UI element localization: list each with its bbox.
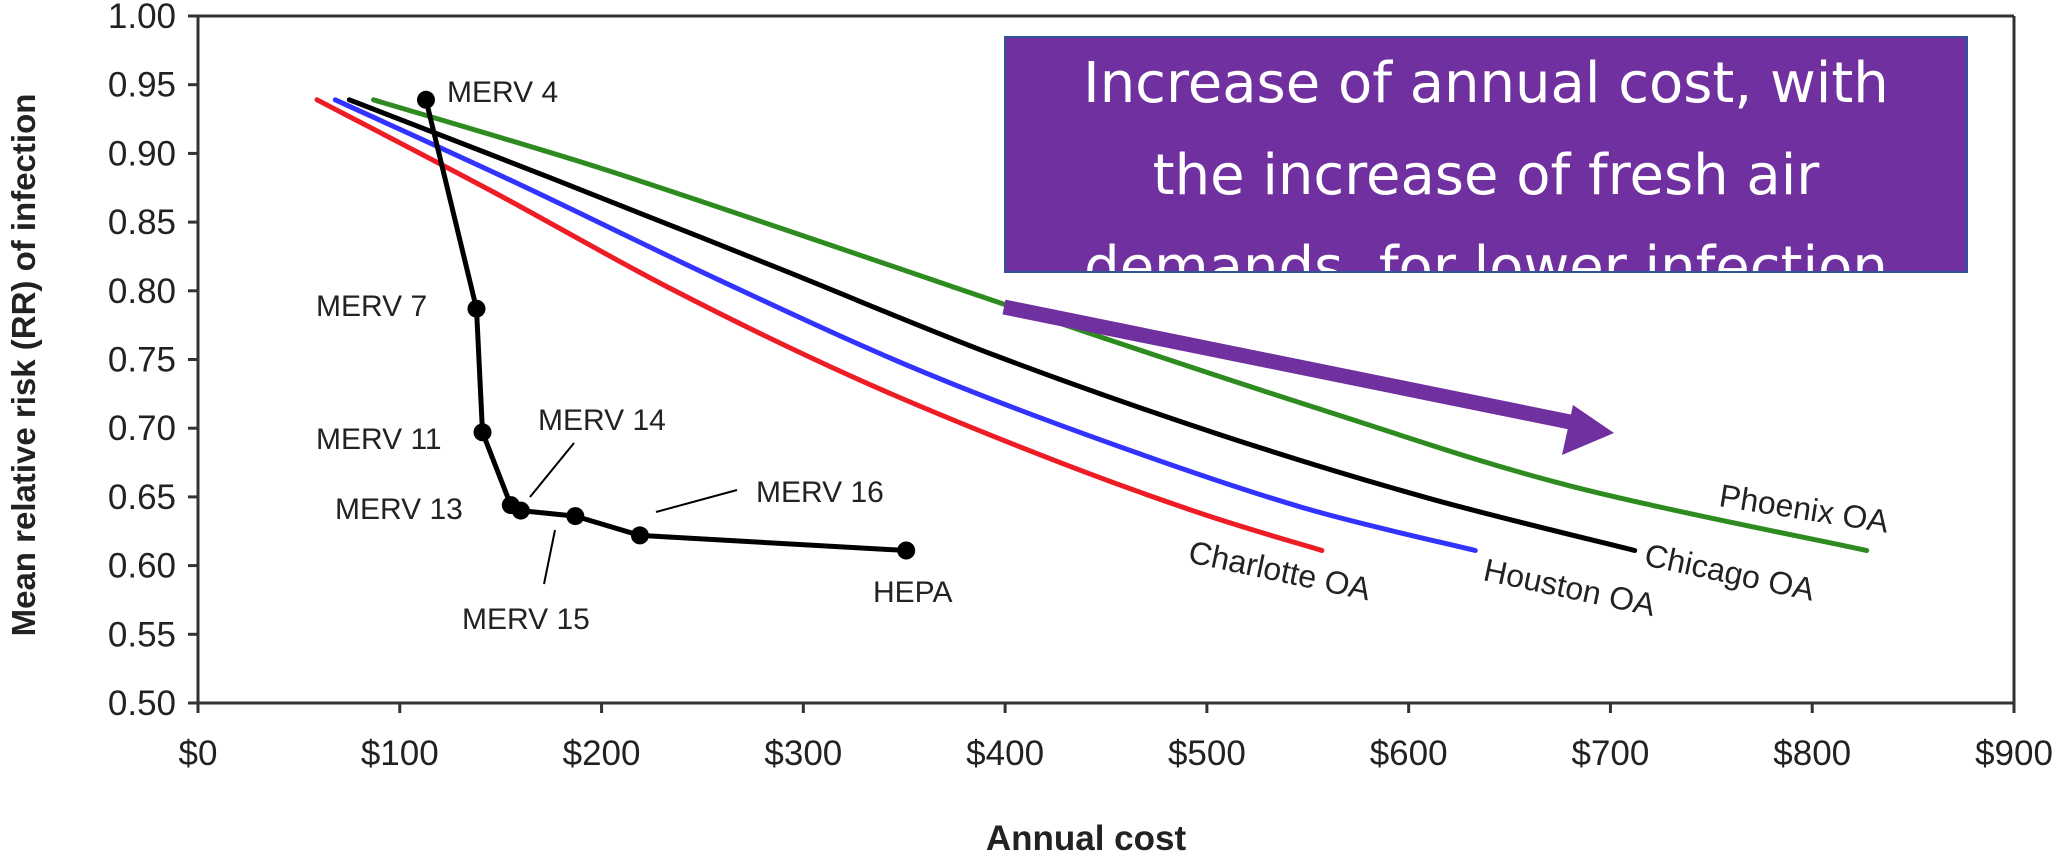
data-point-filter-5 [566,507,585,526]
y-tick-label-7: 0.85 [108,203,176,242]
x-tick-label-1: $100 [361,734,439,773]
data-point-filter-7 [897,541,916,560]
callout-line-2: the increase of fresh air [1152,143,1820,208]
point-label-merv-13: MERV 13 [335,493,463,526]
y-axis-title: Mean relative risk (RR) of infection [5,94,42,637]
leader-line-merv-16 [655,489,738,513]
series-line-chicago-oa [346,97,1638,553]
point-label-merv-14: MERV 14 [538,404,666,437]
x-tick-label-2: $200 [563,734,641,773]
curve-label-houston: Houston OA [1481,552,1660,624]
y-tick-label-6: 0.80 [108,272,176,311]
y-tick-label-1: 0.55 [108,615,176,654]
x-tick-label-7: $700 [1572,734,1650,773]
data-point-filter-2 [473,423,492,442]
leader-line-merv-14 [529,442,575,498]
point-label-merv-15: MERV 15 [462,603,590,636]
x-tick-label-5: $500 [1168,734,1246,773]
x-tick-label-9: $900 [1975,734,2053,773]
point-label-merv-16: MERV 16 [756,476,884,509]
axes-layer: $0 $100 $200 $300 $400 $500 $600 $700 $800 $900 0.… [108,0,2053,773]
x-tick-label-3: $300 [764,734,842,773]
series-line-houston-oa [332,97,1478,553]
y-tick-label-5: 0.75 [108,341,176,380]
leader-line-merv-15 [543,529,556,585]
x-tick-label-0: $0 [179,734,218,773]
callout-line-1: Increase of annual cost, with [1083,51,1889,116]
data-point-filter-4 [511,501,530,520]
y-tick-label-8: 0.90 [108,134,176,173]
callout-box: Increase of annual cost, with the increa… [1004,36,1968,273]
x-tick-label-4: $400 [966,734,1044,773]
y-tick-label-10: 1.00 [108,0,176,36]
y-tick-label-3: 0.65 [108,478,176,517]
point-label-merv-7: MERV 7 [316,290,427,323]
x-tick-label-6: $600 [1370,734,1448,773]
curves-layer [314,97,1870,553]
point-label-merv-4: MERV 4 [447,76,558,109]
series-line-phoenix-oa [371,97,1870,553]
curve-label-chicago: Chicago OA [1642,537,1819,608]
data-point-filter-1 [467,299,486,318]
point-label-merv-11: MERV 11 [316,423,442,456]
point-label-hepa: HEPA [873,576,952,609]
data-point-filter-0 [417,90,435,109]
x-tick-label-8: $800 [1773,734,1851,773]
series-line-charlotte-oa [314,97,1325,553]
y-tick-label-4: 0.70 [108,409,176,448]
data-point-filter-6 [630,526,649,545]
trend-arrow [1002,299,1614,455]
y-tick-label-9: 0.95 [108,66,176,105]
x-axis-title: Annual cost [986,819,1187,858]
filter-series-layer [417,90,916,560]
y-tick-label-2: 0.60 [108,547,176,586]
curve-label-charlotte: Charlotte OA [1186,534,1375,608]
curve-label-phoenix: Phoenix OA [1717,477,1892,539]
callout-line-3: demands, for lower infection [1084,235,1888,273]
y-tick-label-0: 0.50 [108,684,176,723]
